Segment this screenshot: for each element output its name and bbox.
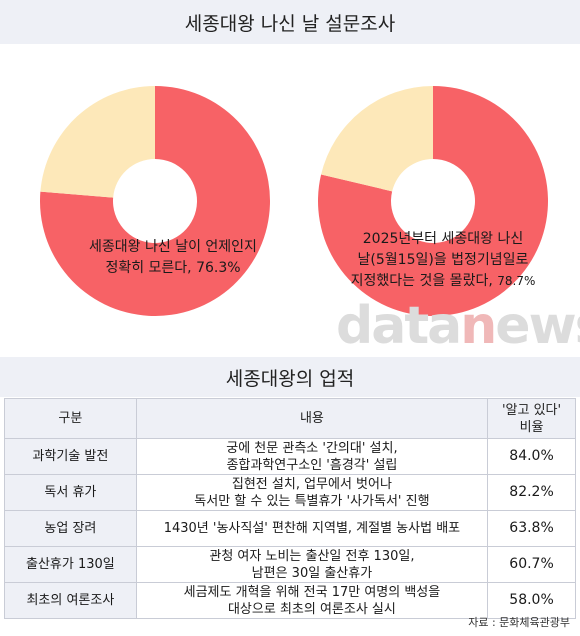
donut-2-slice-2: [321, 86, 433, 192]
donut-chart-1: [40, 86, 270, 316]
watermark-part2: n: [460, 296, 497, 356]
donut-1-label-line2: 정확히 모른다, 76.3%: [105, 260, 241, 276]
row-content: 세금제도 개혁을 위해 전국 17만 여명의 백성을 대상으로 최초의 여론조사 …: [135, 582, 489, 619]
header-ratio: '알고 있다' 비율: [487, 398, 576, 439]
row-content-line1: 관청 여자 노비는 출산일 전후 130일,: [209, 548, 415, 564]
donut-2-slices: [318, 86, 548, 316]
row-content-line2: 종합과학연구소인 '흠경각' 설립: [226, 457, 398, 473]
donut-2-label-line2: 날(5월15일)을 법정기념일로: [357, 252, 529, 268]
watermark-part1: data: [336, 296, 462, 356]
row-category: 최초의 여론조사: [4, 582, 137, 619]
donut-1-slice-2: [40, 86, 155, 198]
donut-chart-2: [318, 86, 548, 316]
achievements-table: 구분 내용 '알고 있다' 비율 과학기술 발전 궁에 천문 관측소 '간의대' …: [4, 398, 576, 619]
row-category: 과학기술 발전: [4, 438, 137, 475]
donut-1-label-line1: 세종대왕 나신 날이 언제인지: [89, 239, 257, 255]
donut-2-label-pct: 78.7%: [497, 274, 536, 288]
survey-title: 세종대왕 나신 날 설문조사: [0, 0, 580, 44]
table-row: 독서 휴가 집현전 설치, 업무에서 벗어나 독서만 할 수 있는 특별휴가 '사…: [4, 474, 576, 511]
row-ratio: 58.0%: [487, 582, 576, 619]
table-row: 출산휴가 130일 관청 여자 노비는 출산일 전후 130일, 남편은 30일 …: [4, 546, 576, 583]
row-ratio: 84.0%: [487, 438, 576, 475]
row-ratio: 82.2%: [487, 474, 576, 511]
row-content-line2: 남편은 30일 출산휴가: [251, 565, 373, 581]
datanews-watermark: datanews: [336, 296, 580, 356]
table-row: 최초의 여론조사 세금제도 개혁을 위해 전국 17만 여명의 백성을 대상으로 …: [4, 582, 576, 619]
table-header-row: 구분 내용 '알고 있다' 비율: [4, 398, 576, 439]
row-content-line1: 세금제도 개혁을 위해 전국 17만 여명의 백성을: [183, 584, 441, 600]
row-ratio: 60.7%: [487, 546, 576, 583]
row-content-line1: 1430년 '농사직설' 편찬해 지역별, 계절별 농사법 배포: [163, 521, 461, 536]
row-content: 집현전 설치, 업무에서 벗어나 독서만 할 수 있는 특별휴가 '사가독서' 진…: [135, 474, 489, 511]
row-content-line1: 집현전 설치, 업무에서 벗어나: [231, 476, 392, 492]
header-ratio-line1: '알고 있다': [501, 402, 562, 418]
table-row: 과학기술 발전 궁에 천문 관측소 '간의대' 설치, 종합과학연구소인 '흠경각…: [4, 438, 576, 475]
donut-2-label-line1: 2025년부터 세종대왕 나신: [362, 231, 524, 247]
row-category: 출산휴가 130일: [4, 546, 137, 583]
row-content-line2: 독서만 할 수 있는 특별휴가 '사가독서' 진행: [194, 493, 430, 509]
table-row: 농업 장려 1430년 '농사직설' 편찬해 지역별, 계절별 농사법 배포 6…: [4, 510, 576, 547]
header-category: 구분: [4, 398, 137, 439]
row-content-line1: 궁에 천문 관측소 '간의대' 설치,: [226, 440, 398, 456]
watermark-part3: ews: [495, 296, 580, 356]
row-content: 1430년 '농사직설' 편찬해 지역별, 계절별 농사법 배포: [135, 510, 489, 547]
donut-2-slice-1: [318, 86, 548, 316]
donut-2-label-line3: 지정했다는 것을 몰랐다, 78.7%: [318, 271, 568, 292]
row-category: 농업 장려: [4, 510, 137, 547]
donut-2-label: 2025년부터 세종대왕 나신 날(5월15일)을 법정기념일로 지정했다는 것…: [318, 229, 568, 292]
donut-2-label-line3-text: 지정했다는 것을 몰랐다,: [350, 273, 498, 289]
row-content: 관청 여자 노비는 출산일 전후 130일, 남편은 30일 출산휴가: [135, 546, 489, 583]
row-content-line2: 대상으로 최초의 여론조사 실시: [227, 601, 396, 617]
source-note: 자료 : 문화체육관광부: [468, 616, 570, 629]
header-content: 내용: [135, 398, 489, 439]
row-category: 독서 휴가: [4, 474, 137, 511]
donut-1-slices: [40, 86, 270, 316]
achievements-title: 세종대왕의 업적: [0, 357, 580, 397]
row-ratio: 63.8%: [487, 510, 576, 547]
donut-1-label: 세종대왕 나신 날이 언제인지 정확히 모른다, 76.3%: [58, 237, 288, 279]
row-content: 궁에 천문 관측소 '간의대' 설치, 종합과학연구소인 '흠경각' 설립: [135, 438, 489, 475]
header-ratio-line2: 비율: [519, 419, 544, 435]
donut-1-slice-1: [40, 86, 270, 316]
